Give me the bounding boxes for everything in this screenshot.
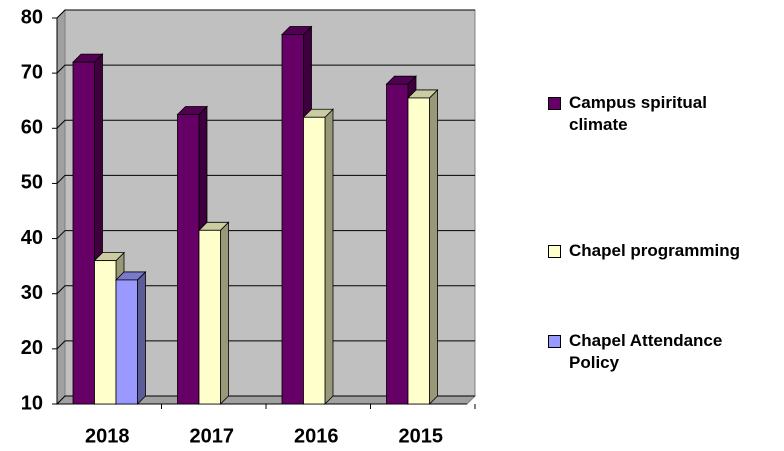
bar	[281, 34, 304, 405]
y-tick-label: 50	[21, 172, 43, 194]
x-tick-label: 2017	[190, 425, 235, 447]
y-tick-label: 70	[21, 61, 43, 83]
legend: Campus spiritual climate Chapel programmi…	[548, 0, 784, 451]
grid-line	[56, 395, 475, 405]
grid-line	[56, 174, 475, 184]
legend-item: Campus spiritual climate	[548, 92, 769, 136]
bar	[386, 83, 409, 405]
bar	[115, 279, 138, 405]
legend-swatch	[548, 335, 561, 348]
legend-item: Chapel programming	[548, 240, 769, 262]
x-tick-label: 2018	[85, 425, 130, 447]
y-tick-label: 30	[21, 282, 43, 304]
bar-side	[220, 221, 229, 405]
bar-side	[137, 270, 146, 405]
bar	[407, 97, 430, 405]
y-tick-label: 60	[21, 117, 43, 139]
x-tick-label: 2015	[399, 425, 444, 447]
y-tick-label: 10	[21, 392, 43, 414]
y-tick-label: 20	[21, 337, 43, 359]
legend-label: Campus spiritual climate	[569, 93, 707, 134]
x-tick-label: 2016	[294, 425, 339, 447]
legend-item: Chapel Attendance Policy	[548, 330, 769, 374]
legend-swatch	[548, 97, 561, 110]
grid-line	[56, 285, 475, 295]
bar	[303, 116, 326, 405]
legend-swatch	[548, 245, 561, 258]
bar	[177, 114, 200, 405]
grid-line	[56, 340, 475, 350]
grid-line	[56, 9, 475, 19]
grid-line	[56, 230, 475, 239]
plot: 10 20 30 40 50 60 70 80 2018 2017 2016 2015	[21, 6, 477, 447]
y-tick-label: 80	[21, 6, 43, 28]
bar	[198, 229, 221, 405]
legend-label: Chapel Attendance Policy	[569, 331, 723, 372]
y-tick-label: 40	[21, 227, 43, 249]
bar-side	[429, 88, 438, 405]
grid-line	[56, 119, 475, 129]
bar	[94, 260, 117, 405]
legend-label: Chapel programming	[569, 241, 740, 260]
bar-side	[324, 108, 334, 405]
bar	[72, 61, 95, 405]
grid-line	[56, 64, 475, 74]
